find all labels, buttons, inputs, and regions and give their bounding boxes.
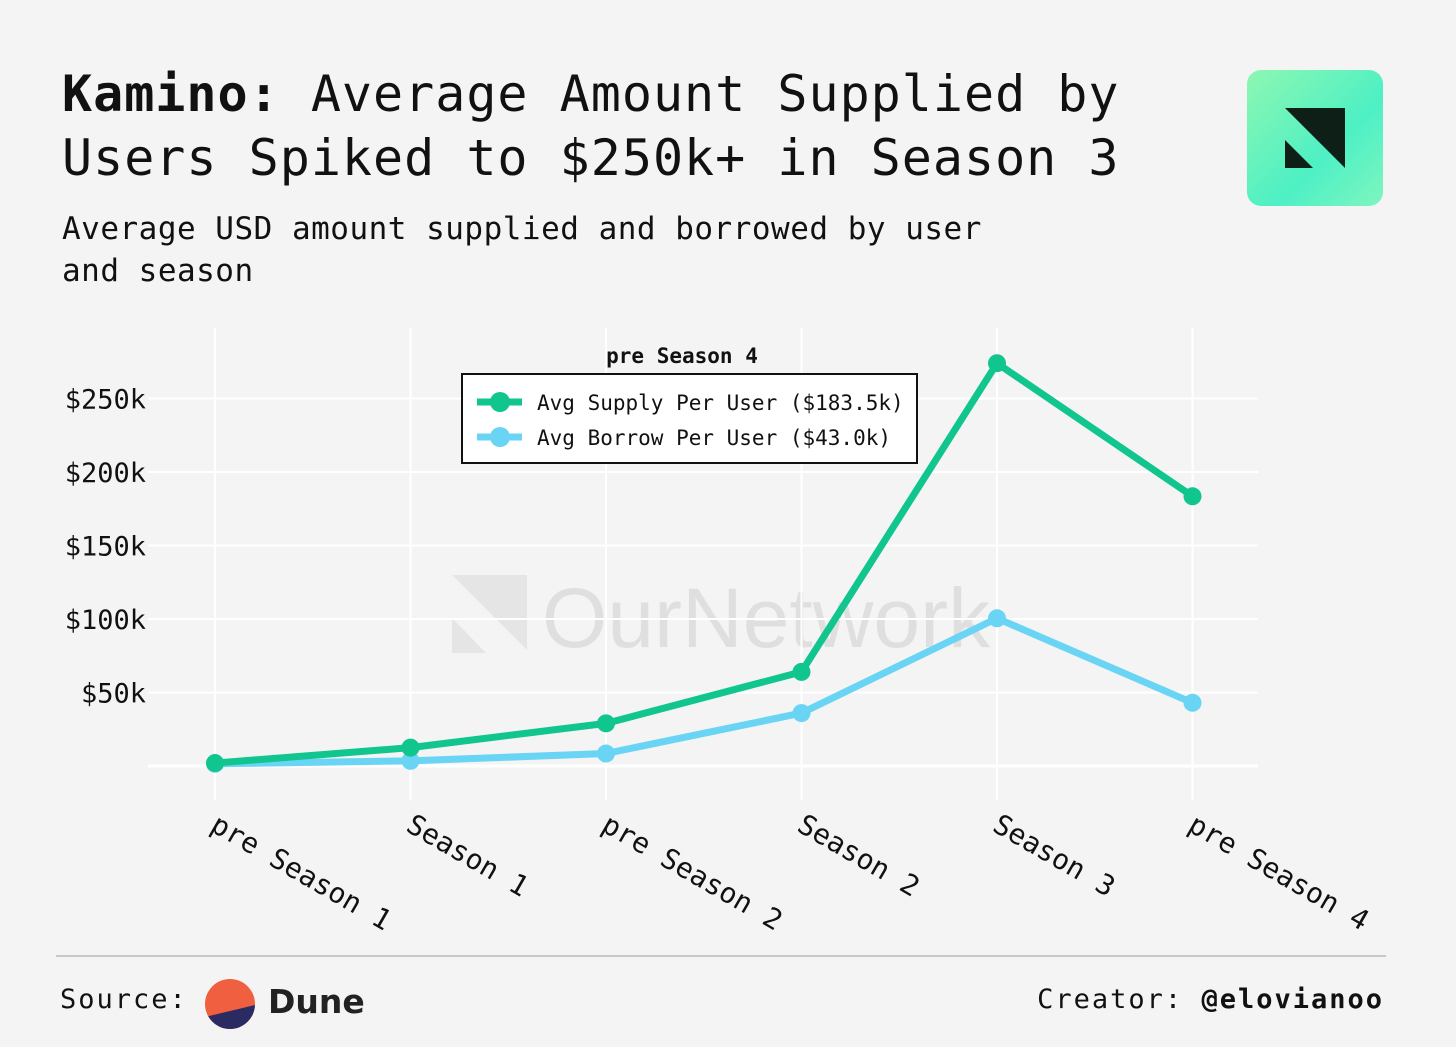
x-tick-label: pre Season 1 [206,807,398,937]
creator-handle: @elovianoo [1201,984,1384,1015]
borrow-series-point [1183,693,1202,712]
chart-title-bold: Kamino: [62,65,280,123]
supply-series-point [1183,487,1202,506]
supply-series-point [792,662,811,681]
chart-title: Kamino: Average Amount Supplied by Users… [62,62,1182,190]
borrow-series-point [792,704,811,723]
legend-box [461,373,918,464]
y-tick-label: $50k [81,679,146,710]
x-tick-label: Season 2 [792,807,925,903]
supply-series-line [211,359,1196,767]
x-tick-label: pre Season 4 [1183,807,1375,937]
borrow-series-point [401,751,420,770]
x-tick-label: pre Season 2 [597,807,789,937]
creator: Creator: @elovianoo [1037,984,1384,1015]
supply-series-point [988,354,1006,373]
source-label: Source: [60,984,188,1015]
line-chart: OurNetwork $50k$100k$150k$200k$250k pre … [65,328,1375,937]
legend-label: Avg Supply Per User ($183.5k) [537,391,904,415]
x-tick-label: Season 1 [401,807,534,903]
borrow-series-point [988,609,1006,628]
creator-label: Creator: [1037,984,1184,1015]
footer-divider [56,955,1386,957]
borrow-series-point [597,744,615,763]
legend-swatch-marker [490,427,510,447]
source-name: Dune [268,982,365,1021]
x-tick-label: Season 3 [988,807,1121,903]
y-tick-label: $200k [65,458,146,489]
supply-series-point [206,754,224,773]
supply-series-point [597,714,615,733]
supply-series [206,354,1202,773]
ournetwork-logo [1247,70,1383,206]
chart-title-rest: Average Amount Supplied by Users Spiked … [62,65,1120,187]
y-tick-label: $150k [65,532,146,563]
legend-label: Avg Borrow Per User ($43.0k) [537,426,891,450]
borrow-series-line [211,614,1196,768]
y-tick-label: $100k [65,605,146,636]
dune-logo-icon [205,979,255,1029]
legend-title: pre Season 4 [606,344,758,368]
y-tick-label: $250k [65,385,146,416]
chart-subtitle: Average USD amount supplied and borrowed… [62,211,982,289]
legend-swatch-marker [490,392,510,412]
supply-series-point [401,738,420,757]
